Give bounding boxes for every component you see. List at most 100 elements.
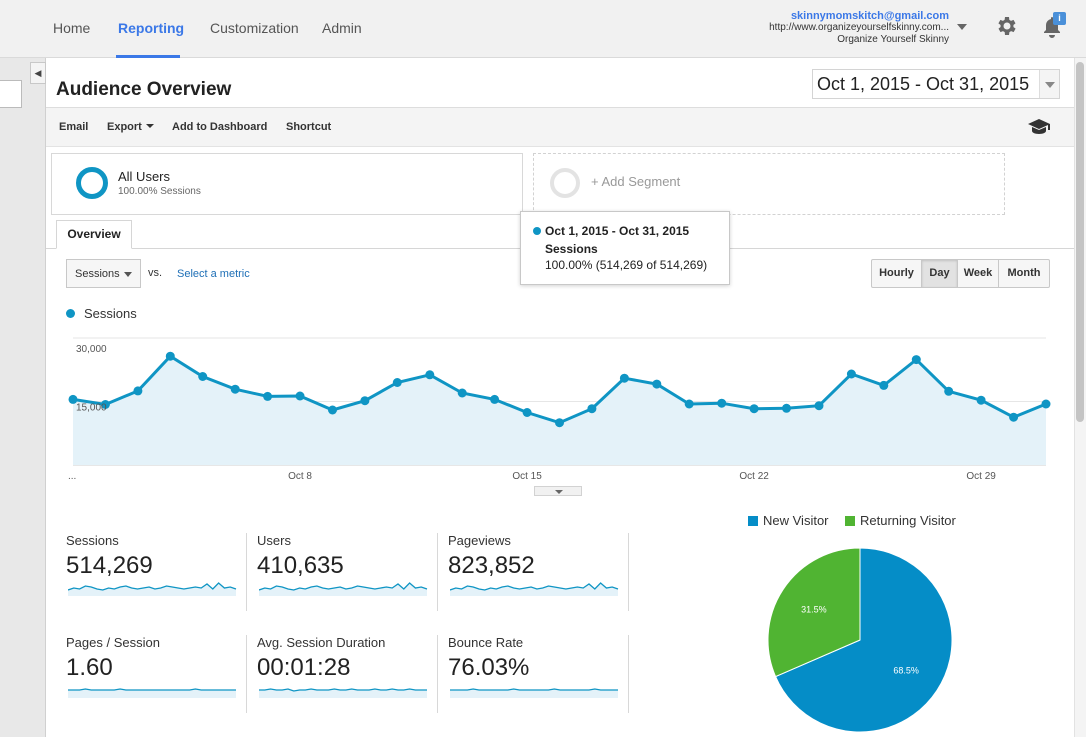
pie-slice <box>767 547 861 678</box>
new-visitor-swatch <box>748 516 758 526</box>
select-metric-link[interactable]: Select a metric <box>177 268 250 280</box>
metric-card[interactable]: Sessions 514,269 <box>66 533 246 580</box>
shortcut-button[interactable]: Shortcut <box>286 121 332 133</box>
chart-resize-handle[interactable] <box>534 486 582 496</box>
data-point <box>522 408 532 417</box>
x-tick-label: Oct 15 <box>512 471 542 482</box>
sidebar-search-input[interactable] <box>0 80 22 108</box>
sparkline-line <box>68 688 236 691</box>
date-range-picker[interactable]: Oct 1, 2015 - Oct 31, 2015 <box>812 69 1060 99</box>
date-range-text: Oct 1, 2015 - Oct 31, 2015 <box>817 74 1030 94</box>
data-point <box>133 386 143 396</box>
metric-value: 00:01:28 <box>257 654 351 681</box>
metric-sparkline <box>450 582 619 596</box>
metric-divider <box>246 533 247 611</box>
metric-value: 76.03% <box>448 654 530 681</box>
metric-sparkline <box>259 688 427 698</box>
add-to-dashboard-button[interactable]: Add to Dashboard <box>172 121 268 133</box>
segment-all-users[interactable] <box>51 153 523 215</box>
granularity-week-button[interactable]: Week <box>958 260 999 287</box>
sparkline-line <box>68 582 237 591</box>
sparkline-area <box>68 583 236 596</box>
add-segment-label: + Add Segment <box>591 174 681 189</box>
metric-sparkline <box>450 688 618 698</box>
x-tick-label: ... <box>68 471 76 482</box>
date-range-chevron-icon[interactable] <box>1039 70 1059 98</box>
data-point <box>717 398 727 408</box>
segment-percentage: 100.00% Sessions <box>118 186 201 197</box>
export-label: Export <box>107 121 142 133</box>
data-point <box>684 399 694 409</box>
add-segment-ring-icon <box>550 168 580 198</box>
graduation-cap-icon[interactable] <box>1028 118 1050 134</box>
scrollbar-thumb[interactable] <box>1076 62 1084 422</box>
data-point <box>944 386 954 396</box>
nav-tab-home[interactable]: Home <box>53 20 91 36</box>
y-tick-label: 15,000 <box>76 403 107 414</box>
sparkline-area <box>68 689 236 698</box>
data-point <box>1041 399 1051 409</box>
sparkline-line <box>450 582 619 591</box>
pie-legend-new-visitor: New Visitor <box>748 513 829 528</box>
data-point <box>198 372 208 381</box>
account-dropdown-chevron-icon[interactable] <box>957 24 967 30</box>
data-point <box>1009 412 1019 422</box>
metric-label: Pages / Session <box>66 635 160 650</box>
metric-sparkline <box>259 582 428 596</box>
data-point <box>295 391 305 401</box>
add-segment-button[interactable] <box>533 153 1005 215</box>
metric-value: 514,269 <box>66 552 153 579</box>
metric-divider <box>246 635 247 713</box>
data-point <box>100 400 110 409</box>
metric-label: Avg. Session Duration <box>257 635 386 650</box>
account-email: skinnymomskitch@gmail.com <box>790 10 949 22</box>
data-point <box>392 378 402 387</box>
metric-card[interactable]: Bounce Rate 76.03% <box>448 635 628 682</box>
gear-icon[interactable] <box>994 14 1018 38</box>
pie-legend-label: Returning Visitor <box>860 513 956 528</box>
collapse-sidebar-button[interactable]: ◀ <box>30 62 46 84</box>
email-button[interactable]: Email <box>59 121 89 133</box>
tooltip-value: 100.00% (514,269 of 514,269) <box>545 258 708 272</box>
pie-legend-label: New Visitor <box>763 513 829 528</box>
data-point <box>457 388 467 398</box>
metric-divider <box>628 533 629 611</box>
metric-select[interactable]: Sessions <box>66 259 141 288</box>
data-point <box>230 384 240 394</box>
granularity-hourly-button[interactable]: Hourly <box>872 260 922 287</box>
nav-tab-reporting[interactable]: Reporting <box>118 20 185 36</box>
y-tick-label: 30,000 <box>76 344 107 355</box>
metric-label: Sessions <box>66 533 119 548</box>
granularity-day-button[interactable]: Day <box>922 260 958 287</box>
sparkline-area <box>259 583 427 596</box>
nav-tab-admin[interactable]: Admin <box>322 20 362 36</box>
account-selector[interactable]: skinnymomskitch@gmail.com http://www.org… <box>769 10 949 46</box>
vs-label: vs. <box>148 267 163 279</box>
data-point <box>814 401 824 411</box>
pie-slice-label: 31.5% <box>801 605 827 615</box>
metric-card[interactable]: Pages / Session 1.60 <box>66 635 246 682</box>
sparkline-area <box>450 689 618 698</box>
sparkline-line <box>259 582 428 591</box>
chart-legend-label: Sessions <box>84 306 137 321</box>
metric-card[interactable]: Pageviews 823,852 <box>448 533 628 580</box>
metric-divider <box>437 533 438 611</box>
tab-overview[interactable]: Overview <box>56 220 132 249</box>
x-tick-label: Oct 8 <box>288 471 312 482</box>
data-point <box>165 351 175 361</box>
data-point <box>555 418 564 428</box>
metric-card[interactable]: Avg. Session Duration 00:01:28 <box>257 635 437 682</box>
data-point <box>782 403 791 413</box>
segment-ring-icon <box>76 167 108 199</box>
nav-tab-customization[interactable]: Customization <box>210 20 299 36</box>
sessions-line-chart[interactable]: 30,000 15,000... Oct 8 Oct 15 Oct 22 Oct 29 <box>60 328 1052 486</box>
data-point <box>425 370 435 380</box>
export-button[interactable]: Export <box>107 121 154 133</box>
data-point <box>976 395 986 405</box>
segment-name: All Users <box>118 169 171 184</box>
granularity-month-button[interactable]: Month <box>1007 267 1041 279</box>
page-title: Audience Overview <box>56 79 232 100</box>
active-tab-indicator <box>116 55 180 58</box>
metric-card[interactable]: Users 410,635 <box>257 533 437 580</box>
visitor-type-pie-chart[interactable]: 68.5% 31.5% <box>760 540 960 740</box>
